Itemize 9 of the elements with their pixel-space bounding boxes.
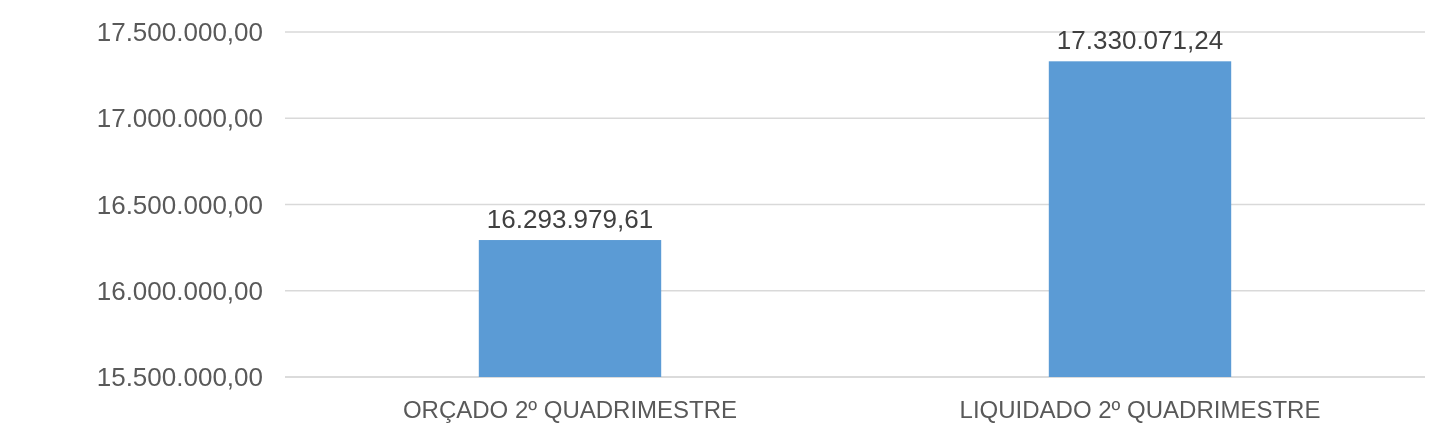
y-tick-label: 17.500.000,00	[96, 17, 263, 48]
data-label: 17.330.071,24	[1056, 25, 1224, 56]
x-tick-label: ORÇADO 2º QUADRIMESTRE	[402, 396, 738, 423]
x-tick-label: LIQUIDADO 2º QUADRIMESTRE	[959, 396, 1321, 423]
y-tick-label: 16.500.000,00	[96, 189, 263, 220]
y-tick-label: 17.000.000,00	[96, 103, 263, 134]
data-label: 16.293.979,61	[486, 204, 654, 235]
y-tick-label: 16.000.000,00	[96, 275, 263, 306]
y-tick-label: 15.500.000,00	[96, 362, 263, 393]
